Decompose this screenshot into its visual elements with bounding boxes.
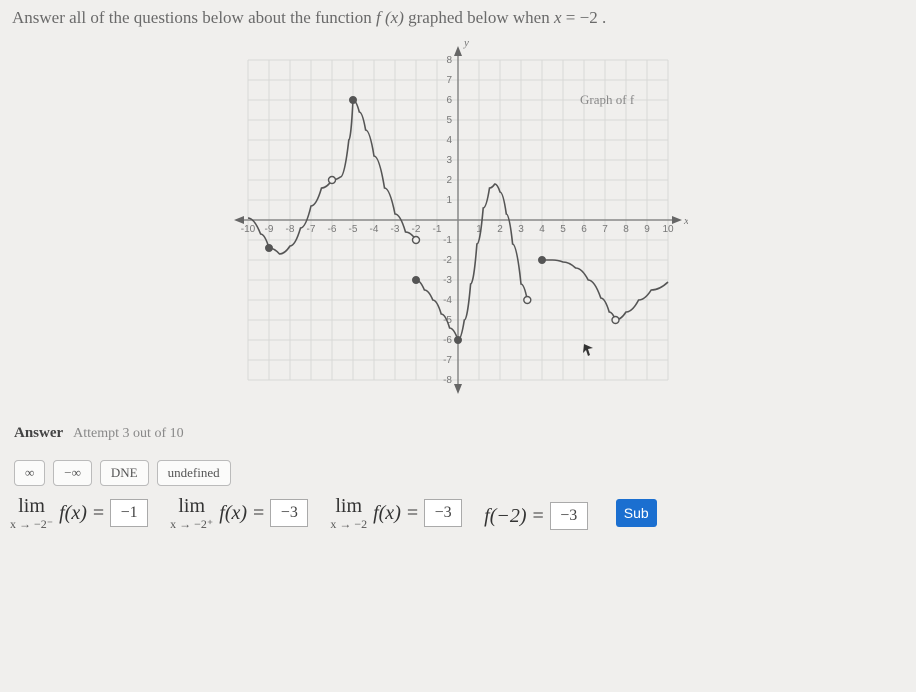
submit-button[interactable]: Sub bbox=[616, 499, 657, 527]
svg-text:2: 2 bbox=[446, 175, 452, 186]
equation-0: limx → −2⁻ f(x) = −1 bbox=[10, 496, 148, 530]
answer-box-3[interactable]: −3 bbox=[550, 502, 588, 530]
svg-text:-6: -6 bbox=[443, 335, 452, 346]
answer-box-0[interactable]: −1 bbox=[110, 499, 148, 527]
svg-text:6: 6 bbox=[581, 224, 587, 235]
question-mid: graphed below when bbox=[408, 8, 554, 27]
svg-text:-8: -8 bbox=[443, 375, 452, 386]
svg-text:-4: -4 bbox=[443, 295, 452, 306]
equation-2: limx → −2 f(x) = −3 bbox=[330, 496, 462, 530]
equals-sign: = bbox=[407, 502, 418, 525]
svg-text:-2: -2 bbox=[412, 224, 421, 235]
equation-1: limx → −2⁺ f(x) = −3 bbox=[170, 496, 308, 530]
answer-header: Answer Attempt 3 out of 10 bbox=[0, 416, 916, 450]
svg-text:10: 10 bbox=[662, 224, 674, 235]
svg-text:6: 6 bbox=[446, 95, 452, 106]
attempt-text: Attempt 3 out of 10 bbox=[73, 426, 183, 441]
question-suffix: . bbox=[602, 8, 606, 27]
svg-text:-7: -7 bbox=[307, 224, 316, 235]
svg-text:-10: -10 bbox=[241, 224, 256, 235]
option-button-1[interactable]: −∞ bbox=[53, 460, 92, 486]
svg-text:-8: -8 bbox=[286, 224, 295, 235]
fn-eval: f(−2) bbox=[484, 505, 526, 528]
svg-text:-2: -2 bbox=[443, 255, 452, 266]
equation-3: f(−2) = −3 bbox=[484, 502, 588, 530]
svg-text:-3: -3 bbox=[443, 275, 452, 286]
svg-text:5: 5 bbox=[560, 224, 566, 235]
limit-expr: f(x) bbox=[219, 502, 247, 525]
question-text: Answer all of the questions below about … bbox=[0, 0, 916, 28]
answer-box-1[interactable]: −3 bbox=[270, 499, 308, 527]
svg-text:-7: -7 bbox=[443, 355, 452, 366]
graph-container: -10-9-8-7-6-5-4-3-2-112345678910-8-7-6-5… bbox=[0, 40, 916, 400]
equals-sign: = bbox=[533, 505, 544, 528]
limit-notation: limx → −2 bbox=[330, 496, 367, 530]
svg-text:-3: -3 bbox=[391, 224, 400, 235]
question-var: x bbox=[554, 8, 562, 27]
svg-text:-1: -1 bbox=[443, 235, 452, 246]
limit-notation: limx → −2⁺ bbox=[170, 496, 213, 530]
equation-row: limx → −2⁻f(x) = −1limx → −2⁺f(x) = −3li… bbox=[0, 490, 916, 530]
graph-title: Graph of f bbox=[580, 92, 634, 108]
svg-text:8: 8 bbox=[446, 55, 452, 66]
equals-sign: = bbox=[93, 502, 104, 525]
limit-notation: limx → −2⁻ bbox=[10, 496, 53, 530]
question-eq: = bbox=[566, 8, 580, 27]
svg-text:x: x bbox=[683, 215, 688, 227]
svg-text:-9: -9 bbox=[265, 224, 274, 235]
equals-sign: = bbox=[253, 502, 264, 525]
svg-text:7: 7 bbox=[446, 75, 452, 86]
question-prefix: Answer all of the questions below about … bbox=[12, 8, 376, 27]
svg-text:-6: -6 bbox=[328, 224, 337, 235]
option-button-row: ∞ −∞ DNE undefined bbox=[0, 450, 916, 490]
svg-text:-5: -5 bbox=[349, 224, 358, 235]
question-fn: f (x) bbox=[376, 8, 404, 27]
svg-text:5: 5 bbox=[446, 115, 452, 126]
option-button-3[interactable]: undefined bbox=[157, 460, 231, 486]
svg-text:3: 3 bbox=[446, 155, 452, 166]
svg-text:7: 7 bbox=[602, 224, 608, 235]
svg-text:-1: -1 bbox=[433, 224, 442, 235]
option-button-0[interactable]: ∞ bbox=[14, 460, 45, 486]
svg-text:4: 4 bbox=[539, 224, 545, 235]
svg-text:-4: -4 bbox=[370, 224, 379, 235]
svg-text:8: 8 bbox=[623, 224, 629, 235]
svg-text:9: 9 bbox=[644, 224, 650, 235]
option-button-2[interactable]: DNE bbox=[100, 460, 149, 486]
question-val: −2 bbox=[580, 8, 598, 27]
answer-label: Answer bbox=[14, 425, 63, 441]
svg-text:3: 3 bbox=[518, 224, 524, 235]
svg-text:2: 2 bbox=[497, 224, 503, 235]
answer-box-2[interactable]: −3 bbox=[424, 499, 462, 527]
svg-text:4: 4 bbox=[446, 135, 452, 146]
svg-text:1: 1 bbox=[446, 195, 452, 206]
limit-expr: f(x) bbox=[59, 502, 87, 525]
svg-text:y: y bbox=[463, 40, 469, 49]
limit-expr: f(x) bbox=[373, 502, 401, 525]
